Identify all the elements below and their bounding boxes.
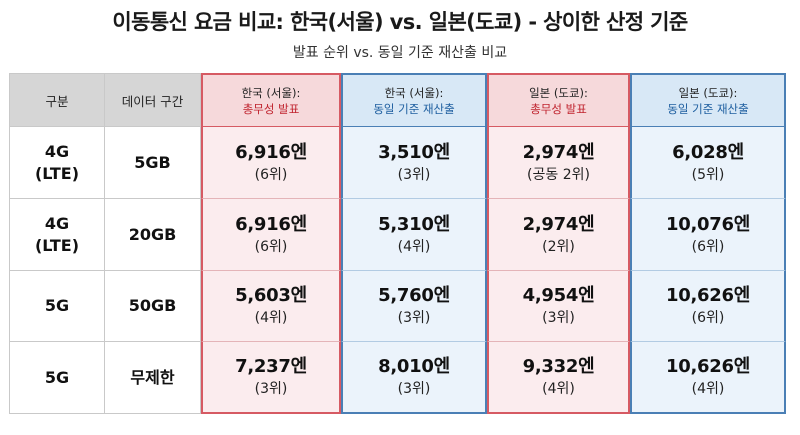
price-value: 6,028엔 — [672, 141, 744, 163]
rank-value: (5위) — [691, 166, 725, 183]
rank-value: (3위) — [254, 381, 288, 397]
row-data-range: 무제한 — [105, 342, 201, 414]
rank-value: (3위) — [397, 381, 431, 397]
rank-value: (3위) — [397, 166, 431, 183]
row-data-range: 5GB — [105, 127, 201, 199]
rank-value: (6위) — [254, 238, 288, 255]
data-range-value: 20GB — [128, 224, 177, 244]
price-value: 2,974엔 — [522, 213, 595, 235]
cell-kr-recalc: 5,310엔 (4위) — [341, 199, 487, 271]
price-value: 6,916엔 — [235, 141, 307, 163]
rank-value: (4위) — [397, 238, 431, 255]
category-line: 4G — [44, 213, 70, 233]
row-category: 5G — [9, 271, 105, 342]
cell-kr-announced: 6,916엔 (6위) — [201, 127, 341, 199]
price-value: 5,760엔 — [378, 285, 450, 306]
rank-value: (6위) — [254, 166, 288, 183]
rank-value: (3위) — [397, 310, 431, 326]
price-value: 5,603엔 — [235, 285, 307, 306]
price-value: 10,076엔 — [666, 213, 750, 235]
price-value: 3,510엔 — [378, 141, 450, 163]
row-category: 4G (LTE) — [9, 199, 105, 271]
cell-jp-announced: 2,974엔 (2위) — [487, 199, 630, 271]
row-category: 4G (LTE) — [9, 127, 105, 199]
price-value: 4,954엔 — [522, 285, 595, 306]
rank-value: (6위) — [691, 238, 725, 255]
row-category: 5G — [9, 342, 105, 414]
cell-kr-announced: 6,916엔 (6위) — [201, 199, 341, 271]
price-value: 5,310엔 — [378, 213, 450, 235]
price-value: 6,916엔 — [235, 213, 307, 235]
category-line: 4G — [44, 141, 70, 161]
rank-value: (공동 2위) — [527, 166, 590, 183]
cell-jp-recalc: 10,076엔 (6위) — [630, 199, 786, 271]
rank-value: (6위) — [691, 310, 725, 326]
price-value: 2,974엔 — [522, 141, 595, 163]
row-data-range: 50GB — [105, 271, 201, 342]
category-line: 5G — [44, 296, 70, 315]
header-data-range: 데이터 구간 — [105, 73, 201, 127]
data-range-value: 무제한 — [130, 367, 175, 387]
page-subtitle: 발표 순위 vs. 동일 기준 재산출 비교 — [292, 45, 508, 61]
rank-value: (4위) — [254, 310, 288, 326]
header-kr-recalc-basis: 동일 기준 재산출 — [373, 101, 455, 116]
category-line: (LTE) — [34, 235, 79, 255]
header-kr-announced: 한국 (서울): 총무성 발표 — [201, 73, 341, 127]
header-category: 구분 — [9, 73, 105, 127]
header-jp-announced-city: 일본 (도쿄): — [529, 85, 588, 100]
cell-jp-announced: 4,954엔 (3위) — [487, 271, 630, 342]
cell-kr-recalc: 8,010엔 (3위) — [341, 342, 487, 414]
category-line: (LTE) — [34, 163, 79, 183]
comparison-table: 구분 데이터 구간 한국 (서울): 총무성 발표 한국 (서울): 동일 기준… — [9, 73, 786, 414]
header-jp-announced-basis: 총무성 발표 — [530, 101, 587, 116]
cell-kr-recalc: 5,760엔 (3위) — [341, 271, 487, 342]
category-line: 5G — [44, 367, 70, 387]
rank-value: (3위) — [542, 310, 575, 326]
header-kr-announced-city: 한국 (서울): — [241, 85, 301, 100]
cell-kr-recalc: 3,510엔 (3위) — [341, 127, 487, 199]
rank-value: (4위) — [542, 381, 575, 397]
cell-kr-announced: 5,603엔 (4위) — [201, 271, 341, 342]
price-value: 9,332엔 — [522, 356, 595, 377]
price-value: 10,626엔 — [666, 285, 750, 306]
rank-value: (4위) — [691, 381, 725, 397]
data-range-value: 50GB — [128, 296, 177, 315]
cell-jp-recalc: 10,626엔 (4위) — [630, 342, 786, 414]
cell-jp-recalc: 6,028엔 (5위) — [630, 127, 786, 199]
cell-jp-announced: 2,974엔 (공동 2위) — [487, 127, 630, 199]
header-kr-recalc: 한국 (서울): 동일 기준 재산출 — [341, 73, 487, 127]
header-jp-recalc-basis: 동일 기준 재산출 — [667, 101, 749, 116]
price-value: 8,010엔 — [378, 356, 450, 377]
data-range-value: 5GB — [134, 152, 171, 172]
cell-jp-announced: 9,332엔 (4위) — [487, 342, 630, 414]
header-jp-recalc: 일본 (도쿄): 동일 기준 재산출 — [630, 73, 786, 127]
header-jp-announced: 일본 (도쿄): 총무성 발표 — [487, 73, 630, 127]
cell-jp-recalc: 10,626엔 (6위) — [630, 271, 786, 342]
price-value: 7,237엔 — [235, 356, 307, 377]
header-kr-announced-basis: 총무성 발표 — [242, 101, 300, 116]
header-jp-recalc-city: 일본 (도쿄): — [678, 85, 738, 100]
rank-value: (2위) — [542, 238, 575, 255]
header-kr-recalc-city: 한국 (서울): — [384, 85, 444, 100]
page-title: 이동통신 요금 비교: 한국(서울) vs. 일본(도쿄) - 상이한 산정 기… — [112, 10, 688, 34]
cell-kr-announced: 7,237엔 (3위) — [201, 342, 341, 414]
row-data-range: 20GB — [105, 199, 201, 271]
price-value: 10,626엔 — [666, 356, 750, 377]
